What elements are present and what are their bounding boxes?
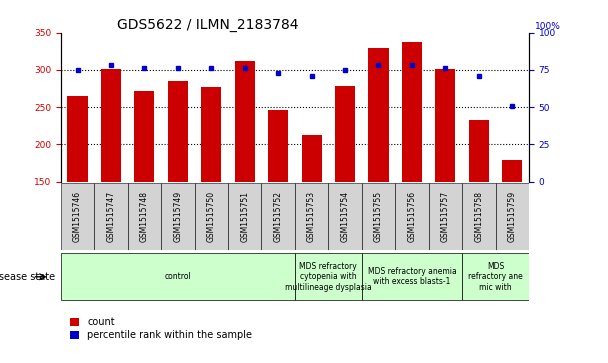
Text: GSM1515756: GSM1515756 [407, 191, 416, 242]
Text: control: control [165, 272, 191, 281]
Bar [201, 87, 221, 182]
Bar [362, 253, 462, 300]
Bar [195, 183, 228, 250]
Bar [462, 253, 529, 300]
Text: disease state: disease state [0, 272, 55, 282]
Bar [161, 183, 195, 250]
Legend: count, percentile rank within the sample: count, percentile rank within the sample [66, 313, 256, 344]
Text: MDS refractory
cytopenia with
multilineage dysplasia: MDS refractory cytopenia with multilinea… [285, 262, 371, 292]
Text: MDS
refractory ane
mic with: MDS refractory ane mic with [468, 262, 523, 292]
Bar [302, 135, 322, 182]
Text: GSM1515753: GSM1515753 [307, 191, 316, 242]
Bar [362, 183, 395, 250]
Text: GSM1515754: GSM1515754 [340, 191, 350, 242]
Bar [469, 121, 489, 182]
Bar [502, 160, 522, 182]
Bar [134, 91, 154, 182]
Bar [268, 110, 288, 182]
Bar [429, 183, 462, 250]
Bar [328, 183, 362, 250]
Text: GSM1515750: GSM1515750 [207, 191, 216, 242]
Text: GDS5622 / ILMN_2183784: GDS5622 / ILMN_2183784 [117, 18, 299, 32]
Bar [235, 61, 255, 182]
Bar [94, 183, 128, 250]
Text: GSM1515748: GSM1515748 [140, 191, 149, 242]
Bar [128, 183, 161, 250]
Text: GSM1515755: GSM1515755 [374, 191, 383, 242]
Bar [261, 183, 295, 250]
Text: GSM1515752: GSM1515752 [274, 191, 283, 242]
Text: 100%: 100% [534, 22, 561, 31]
Bar [368, 48, 389, 182]
Text: GSM1515758: GSM1515758 [474, 191, 483, 242]
Bar [496, 183, 529, 250]
Text: GSM1515751: GSM1515751 [240, 191, 249, 242]
Bar [402, 42, 422, 182]
Bar [168, 81, 188, 182]
Bar [228, 183, 261, 250]
Text: GSM1515747: GSM1515747 [106, 191, 116, 242]
Bar [295, 183, 328, 250]
Bar [462, 183, 496, 250]
Text: GSM1515759: GSM1515759 [508, 191, 517, 242]
Text: GSM1515749: GSM1515749 [173, 191, 182, 242]
Bar [67, 96, 88, 182]
Text: MDS refractory anemia
with excess blasts-1: MDS refractory anemia with excess blasts… [368, 267, 456, 286]
Bar [61, 253, 295, 300]
Bar [61, 183, 94, 250]
Bar [435, 69, 455, 182]
Bar [295, 253, 362, 300]
Bar [101, 69, 121, 182]
Bar [395, 183, 429, 250]
Bar [335, 86, 355, 182]
Text: GSM1515757: GSM1515757 [441, 191, 450, 242]
Text: GSM1515746: GSM1515746 [73, 191, 82, 242]
